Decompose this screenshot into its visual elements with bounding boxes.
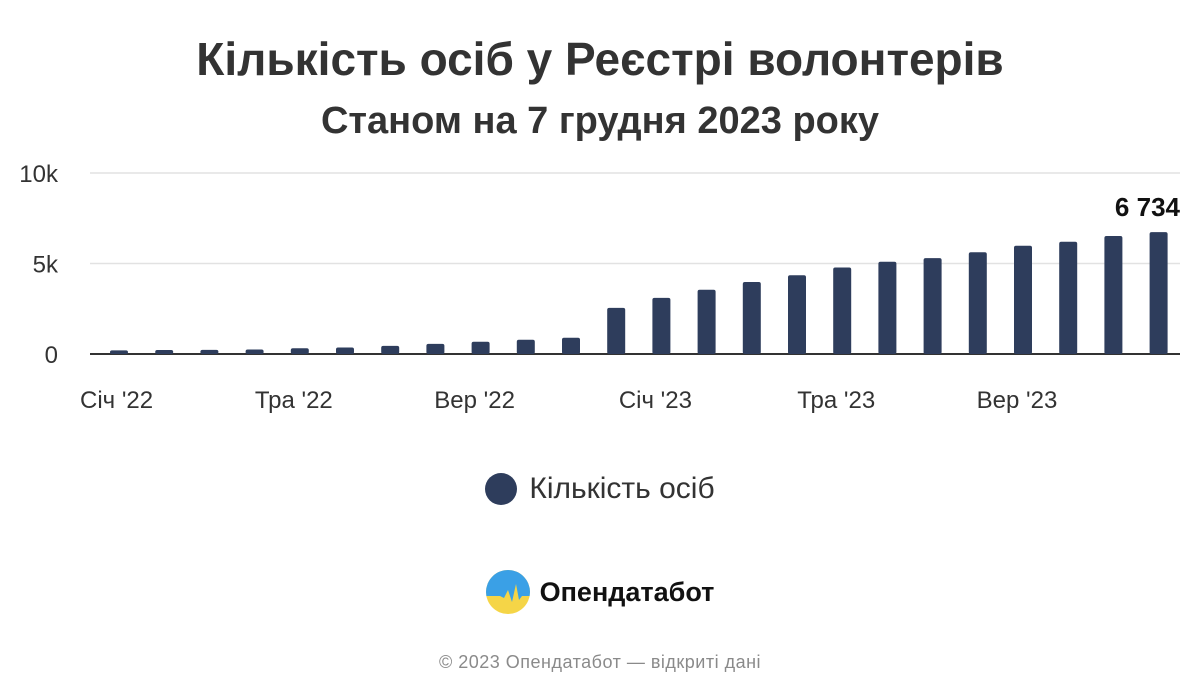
bar-2022-10[interactable] xyxy=(516,339,535,354)
legend-label: Кількість осіб xyxy=(529,472,715,505)
chart-subtitle: Станом на 7 грудня 2023 року xyxy=(320,100,880,142)
data-labels: 6 734 xyxy=(1115,192,1181,222)
bar-2022-01[interactable] xyxy=(110,350,128,354)
bars xyxy=(110,232,1168,354)
y-axis-ticks: 0 5k 10k xyxy=(19,161,59,369)
bar-2022-05[interactable] xyxy=(290,348,309,354)
bar-2023-07[interactable] xyxy=(923,258,942,354)
bar-2023-10[interactable] xyxy=(1059,241,1078,354)
bar-2022-12[interactable] xyxy=(607,307,626,354)
bar-2022-02[interactable] xyxy=(155,350,174,354)
bar-2022-03[interactable] xyxy=(200,349,219,354)
bar-chart: 0 5k 10k Січ '22 Тра '22 Вер '22 Січ '23 Тра '… xyxy=(19,161,1181,414)
x-tick-label: Січ '23 xyxy=(619,387,692,414)
bar-2023-05[interactable] xyxy=(833,267,852,354)
x-axis-ticks: Січ '22 Тра '22 Вер '22 Січ '23 Тра '23 Вер '… xyxy=(80,387,1057,414)
chart-title: Кількість осіб у Реєстрі волонтерів xyxy=(196,33,1004,85)
bar-2023-04[interactable] xyxy=(788,275,806,354)
bar-2023-03[interactable] xyxy=(742,281,761,354)
bar-2022-04[interactable] xyxy=(245,349,264,354)
bar-2022-06[interactable] xyxy=(336,347,354,354)
y-tick-label: 5k xyxy=(33,252,59,279)
bar-2023-08[interactable] xyxy=(968,252,987,354)
y-tick-label: 10k xyxy=(19,161,59,188)
legend-swatch xyxy=(485,473,518,505)
bar-2023-09[interactable] xyxy=(1014,245,1032,354)
bar-2022-09[interactable] xyxy=(471,341,490,354)
grid-lines xyxy=(90,172,1180,355)
x-tick-label: Вер '22 xyxy=(434,387,515,414)
bar-2022-07[interactable] xyxy=(381,345,400,354)
x-tick-label: Вер '23 xyxy=(977,387,1058,414)
bar-2022-11[interactable] xyxy=(562,337,580,354)
data-label-last: 6 734 xyxy=(1115,192,1181,222)
bar-2023-01[interactable] xyxy=(652,297,671,354)
y-tick-label: 0 xyxy=(45,342,58,369)
bar-2023-11[interactable] xyxy=(1104,235,1123,354)
bar-2023-02[interactable] xyxy=(697,289,716,354)
bar-2022-08[interactable] xyxy=(426,343,445,354)
bar-2023-06[interactable] xyxy=(878,261,897,354)
x-tick-label: Тра '23 xyxy=(797,387,875,414)
brand-name: Опендатабот xyxy=(539,576,715,607)
opendatabot-logo-icon xyxy=(485,570,530,614)
bar-2023-12[interactable] xyxy=(1149,232,1168,354)
x-tick-label: Тра '22 xyxy=(255,387,333,414)
footer-copyright: © 2023 Опендатабот — відкриті дані xyxy=(438,652,762,672)
brand: Опендатабот xyxy=(0,570,1200,614)
x-tick-label: Січ '22 xyxy=(80,387,153,414)
legend[interactable]: Кількість осіб xyxy=(0,472,1200,506)
